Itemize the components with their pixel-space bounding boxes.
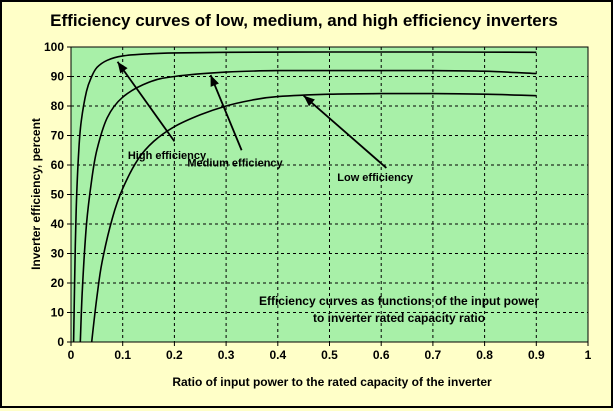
annotation-label-2: Medium efficiency bbox=[187, 157, 283, 169]
x-tick-label: 0.5 bbox=[321, 348, 338, 362]
y-tick-label: 100 bbox=[44, 40, 64, 54]
y-tick-label: 90 bbox=[51, 70, 65, 84]
y-tick-label: 50 bbox=[51, 188, 65, 202]
x-tick-label: 0.4 bbox=[269, 348, 286, 362]
annotation-arrowhead-1 bbox=[117, 61, 128, 74]
x-tick-label: 0.1 bbox=[114, 348, 131, 362]
x-tick-label: 0.8 bbox=[476, 348, 493, 362]
chart-title: Efficiency curves of low, medium, and hi… bbox=[50, 11, 558, 30]
y-tick-label: 30 bbox=[51, 247, 65, 261]
y-tick-label: 80 bbox=[51, 99, 65, 113]
y-tick-label: 40 bbox=[51, 217, 65, 231]
y-tick-label: 10 bbox=[51, 306, 65, 320]
chart-note-line-2: to inverter rated capacity ratio bbox=[313, 311, 485, 325]
x-tick-label: 0 bbox=[68, 348, 75, 362]
chart-note-line-1: Efficiency curves as functions of the in… bbox=[259, 294, 539, 308]
series-line-2 bbox=[79, 69, 537, 343]
y-tick-label: 20 bbox=[51, 276, 65, 290]
x-tick-label: 0.6 bbox=[373, 348, 390, 362]
series-line-3 bbox=[90, 92, 537, 343]
x-tick-label: 0.2 bbox=[166, 348, 183, 362]
annotation-label-3: Low efficiency bbox=[337, 172, 414, 184]
chart-svg: Efficiency curves of low, medium, and hi… bbox=[29, 11, 592, 389]
annotation-arrowhead-2 bbox=[210, 75, 219, 87]
annotation-arrow-3 bbox=[303, 94, 387, 169]
series-line-1 bbox=[72, 51, 537, 343]
y-axis-label: Inverter efficiency, percent bbox=[29, 118, 43, 270]
annotation-arrow-1 bbox=[116, 61, 176, 142]
tick-labels: 0 0.1 0.2 0.3 0.4 0.5 0.6 0.7 0.8 0.9 101020304050… bbox=[44, 40, 592, 362]
x-tick-label: 0.7 bbox=[425, 348, 442, 362]
annotation-arrowhead-3 bbox=[303, 95, 315, 107]
y-tick-label: 70 bbox=[51, 129, 65, 143]
y-tick-label: 60 bbox=[51, 158, 65, 172]
annotation-arrow-2 bbox=[209, 74, 243, 151]
x-tick-label: 1 bbox=[585, 348, 592, 362]
x-tick-label: 0.9 bbox=[528, 348, 545, 362]
series-lines bbox=[72, 51, 537, 343]
annotation-label-1: High efficiency bbox=[128, 150, 207, 162]
x-tick-label: 0.3 bbox=[218, 348, 235, 362]
y-tick-label: 0 bbox=[57, 335, 64, 349]
x-axis-label: Ratio of input power to the rated capaci… bbox=[172, 375, 492, 389]
